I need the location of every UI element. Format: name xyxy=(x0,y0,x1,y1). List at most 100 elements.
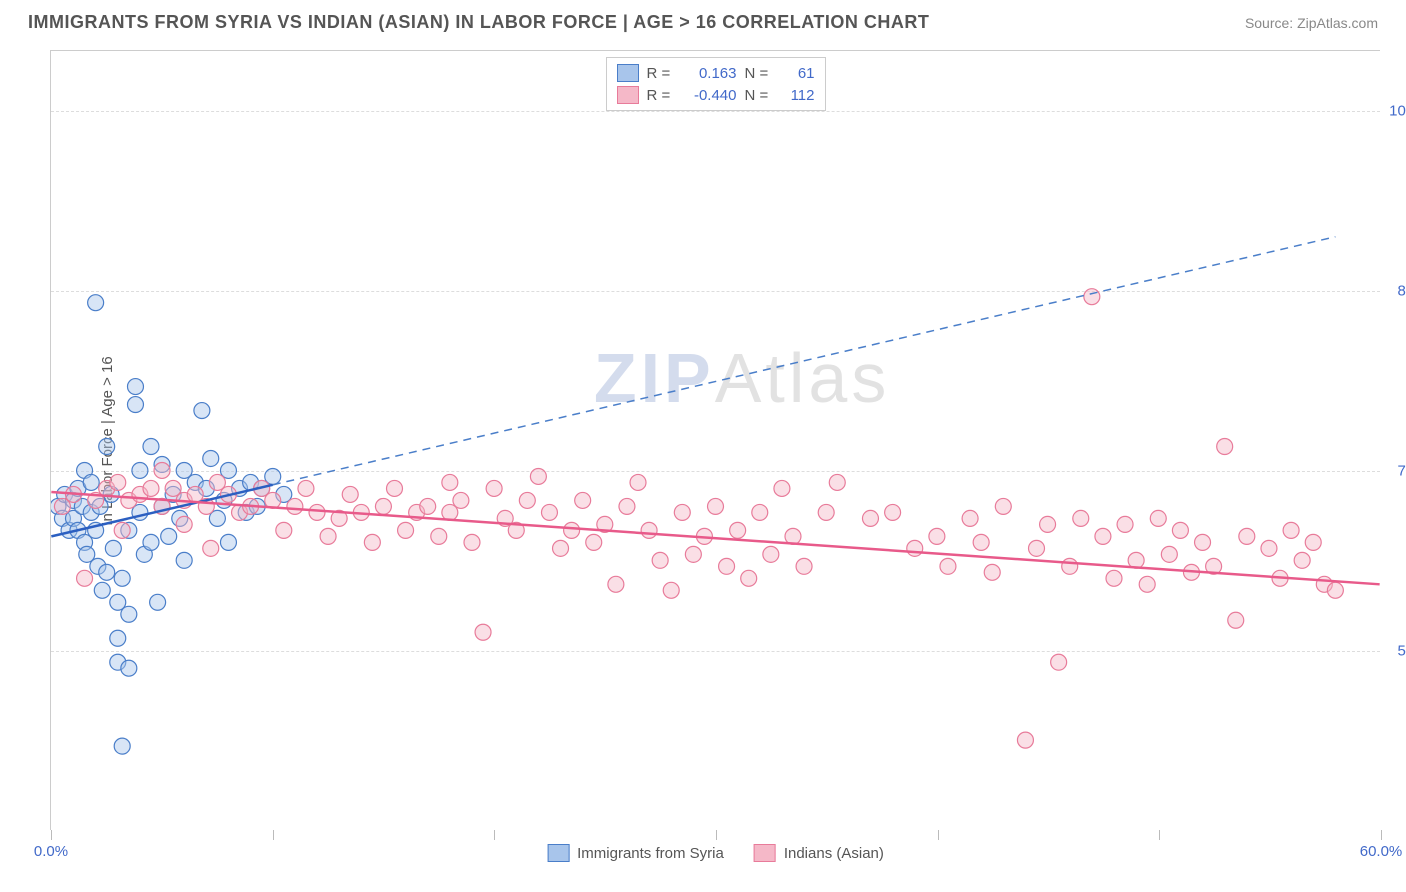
data-point xyxy=(929,528,945,544)
trend-line-extrapolated xyxy=(273,237,1336,485)
y-tick-label: 70.0% xyxy=(1397,463,1406,480)
data-point xyxy=(143,534,159,550)
data-point xyxy=(553,540,569,556)
source-label: Source: ZipAtlas.com xyxy=(1245,15,1378,31)
data-point xyxy=(641,522,657,538)
x-tick-label: 0.0% xyxy=(34,843,68,860)
data-point xyxy=(77,570,93,586)
data-point xyxy=(464,534,480,550)
data-point xyxy=(176,516,192,532)
data-point xyxy=(541,504,557,520)
data-point xyxy=(453,492,469,508)
data-point xyxy=(1195,534,1211,550)
data-point xyxy=(309,504,325,520)
data-point xyxy=(387,480,403,496)
data-point xyxy=(519,492,535,508)
data-point xyxy=(741,570,757,586)
data-point xyxy=(1095,528,1111,544)
data-point xyxy=(298,480,314,496)
data-point xyxy=(1161,546,1177,562)
data-point xyxy=(99,439,115,455)
data-point xyxy=(203,450,219,466)
data-point xyxy=(364,534,380,550)
data-point xyxy=(1051,654,1067,670)
x-tick xyxy=(273,830,274,840)
legend-item-1: Immigrants from Syria xyxy=(547,844,724,862)
swatch-series-1 xyxy=(617,64,639,82)
x-tick xyxy=(1381,830,1382,840)
swatch-bottom-1 xyxy=(547,844,569,862)
data-point xyxy=(114,522,130,538)
data-point xyxy=(398,522,414,538)
data-point xyxy=(150,594,166,610)
data-point xyxy=(763,546,779,562)
data-point xyxy=(420,498,436,514)
data-point xyxy=(121,660,137,676)
data-point xyxy=(203,540,219,556)
y-tick-label: 55.0% xyxy=(1397,643,1406,660)
legend-row-series-1: R = 0.163 N = 61 xyxy=(617,62,815,84)
data-point xyxy=(1139,576,1155,592)
data-point xyxy=(320,528,336,544)
data-point xyxy=(940,558,956,574)
series-legend: Immigrants from Syria Indians (Asian) xyxy=(547,844,884,862)
swatch-series-2 xyxy=(617,86,639,104)
data-point xyxy=(88,295,104,311)
data-point xyxy=(110,630,126,646)
x-tick xyxy=(716,830,717,840)
data-point xyxy=(586,534,602,550)
legend-item-2: Indians (Asian) xyxy=(754,844,884,862)
data-point xyxy=(984,564,1000,580)
data-point xyxy=(375,498,391,514)
data-point xyxy=(674,504,690,520)
data-point xyxy=(114,570,130,586)
data-point xyxy=(83,474,99,490)
data-point xyxy=(1106,570,1122,586)
data-point xyxy=(110,474,126,490)
data-point xyxy=(105,540,121,556)
data-point xyxy=(94,582,110,598)
data-point xyxy=(1062,558,1078,574)
data-point xyxy=(127,379,143,395)
data-point xyxy=(1239,528,1255,544)
x-tick xyxy=(938,830,939,840)
data-point xyxy=(132,462,148,478)
data-point xyxy=(99,564,115,580)
data-point xyxy=(1040,516,1056,532)
data-point xyxy=(442,474,458,490)
data-point xyxy=(564,522,580,538)
data-point xyxy=(114,738,130,754)
data-point xyxy=(575,492,591,508)
data-point xyxy=(287,498,303,514)
data-point xyxy=(962,510,978,526)
data-point xyxy=(608,576,624,592)
legend-row-series-2: R = -0.440 N = 112 xyxy=(617,84,815,106)
correlation-legend: R = 0.163 N = 61 R = -0.440 N = 112 xyxy=(606,57,826,111)
data-point xyxy=(276,522,292,538)
data-point xyxy=(796,558,812,574)
data-point xyxy=(1029,540,1045,556)
data-point xyxy=(475,624,491,640)
data-point xyxy=(652,552,668,568)
data-point xyxy=(663,582,679,598)
data-point xyxy=(1217,439,1233,455)
data-point xyxy=(730,522,746,538)
x-tick xyxy=(494,830,495,840)
data-point xyxy=(121,606,137,622)
data-point xyxy=(342,486,358,502)
data-point xyxy=(154,462,170,478)
data-point xyxy=(1150,510,1166,526)
data-point xyxy=(1084,289,1100,305)
data-point xyxy=(630,474,646,490)
data-point xyxy=(752,504,768,520)
data-point xyxy=(1283,522,1299,538)
data-point xyxy=(161,528,177,544)
data-point xyxy=(619,498,635,514)
data-point xyxy=(220,534,236,550)
data-point xyxy=(194,403,210,419)
data-point xyxy=(995,498,1011,514)
data-point xyxy=(1117,516,1133,532)
data-point xyxy=(719,558,735,574)
data-point xyxy=(431,528,447,544)
data-point xyxy=(1172,522,1188,538)
